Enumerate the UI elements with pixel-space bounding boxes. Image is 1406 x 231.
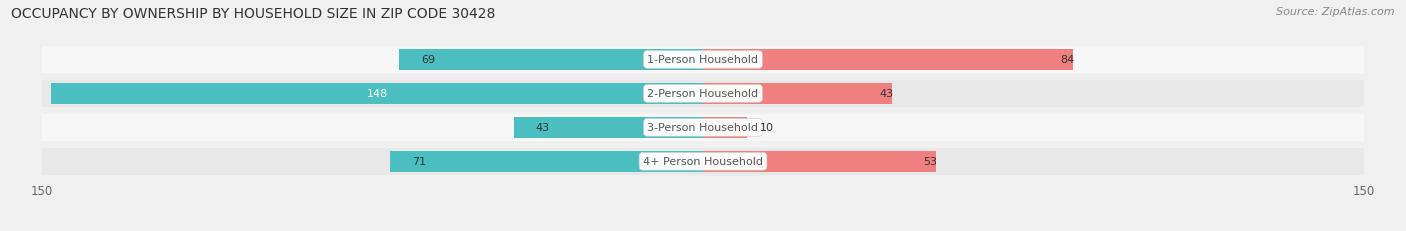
Text: OCCUPANCY BY OWNERSHIP BY HOUSEHOLD SIZE IN ZIP CODE 30428: OCCUPANCY BY OWNERSHIP BY HOUSEHOLD SIZE… xyxy=(11,7,496,21)
Text: 1-Person Household: 1-Person Household xyxy=(648,55,758,65)
Bar xyxy=(703,50,1073,71)
Bar xyxy=(51,83,703,104)
Text: 2-Person Household: 2-Person Household xyxy=(647,89,759,99)
Text: 43: 43 xyxy=(879,89,893,99)
Bar xyxy=(42,148,1364,175)
Bar xyxy=(513,117,703,138)
Text: 148: 148 xyxy=(367,89,388,99)
Text: 71: 71 xyxy=(412,157,426,167)
Text: 69: 69 xyxy=(420,55,436,65)
Bar xyxy=(399,50,703,71)
Bar xyxy=(703,117,747,138)
Text: 84: 84 xyxy=(1060,55,1074,65)
Text: 43: 43 xyxy=(536,123,550,133)
Bar xyxy=(703,151,936,172)
Text: 3-Person Household: 3-Person Household xyxy=(648,123,758,133)
Bar xyxy=(42,47,1364,74)
Bar xyxy=(42,114,1364,141)
Text: 10: 10 xyxy=(761,123,775,133)
Text: 4+ Person Household: 4+ Person Household xyxy=(643,157,763,167)
Text: 53: 53 xyxy=(924,157,938,167)
Bar xyxy=(703,83,893,104)
Bar xyxy=(42,80,1364,107)
Text: Source: ZipAtlas.com: Source: ZipAtlas.com xyxy=(1277,7,1395,17)
Bar xyxy=(391,151,703,172)
